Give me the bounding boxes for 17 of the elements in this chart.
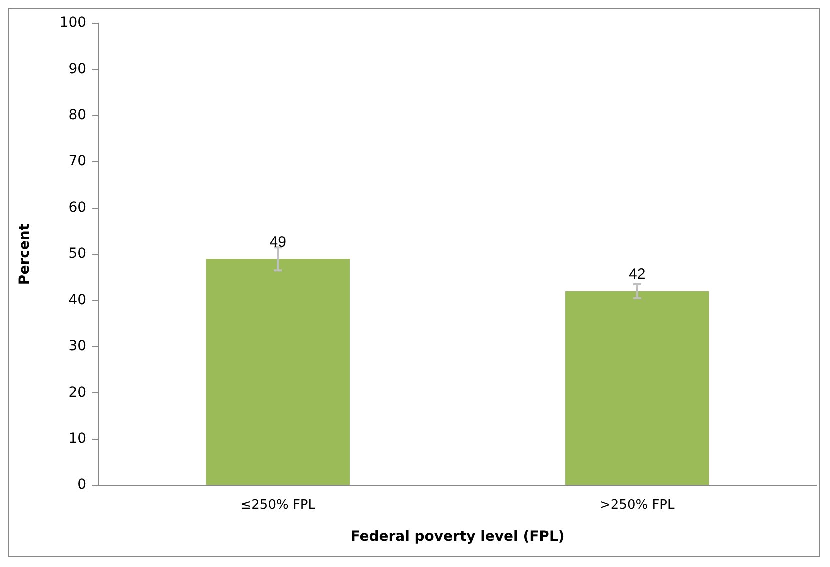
y-tick-label: 70 xyxy=(68,154,87,170)
y-tick-label: 100 xyxy=(60,15,87,32)
x-tick-label: >250% FPL xyxy=(600,498,676,513)
y-tick-label: 10 xyxy=(68,431,87,448)
y-tick-label: 90 xyxy=(68,61,87,78)
data-label: 49 xyxy=(270,234,286,251)
y-tick-label: 40 xyxy=(68,292,87,308)
x-axis-title: Federal poverty level (FPL) xyxy=(350,529,565,546)
y-tick-label: 80 xyxy=(68,107,87,124)
y-axis-title: Percent xyxy=(17,224,34,286)
y-tick-label: 0 xyxy=(78,477,87,494)
y-tick-label: 30 xyxy=(68,338,87,355)
y-tick-label: 20 xyxy=(68,384,87,401)
y-tick-label: 60 xyxy=(68,200,87,216)
data-label: 42 xyxy=(629,266,646,284)
y-tick-label: 50 xyxy=(68,246,87,262)
x-tick-label: ≤250% FPL xyxy=(240,498,316,513)
